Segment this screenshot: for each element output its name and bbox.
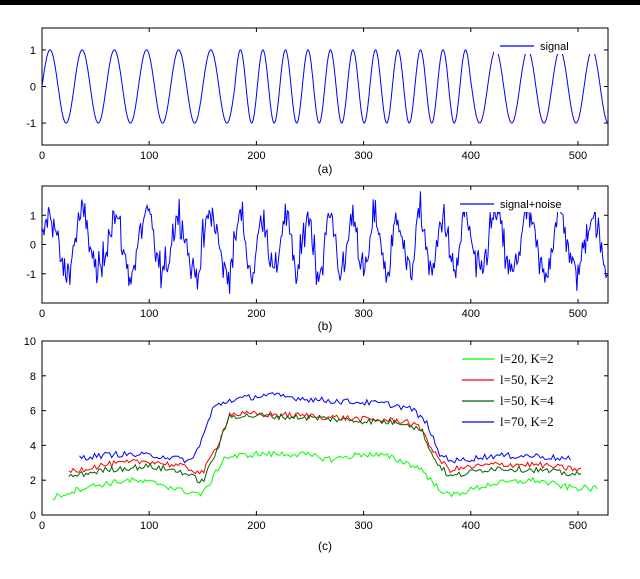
panel-b-legend: signal+noise [454,192,604,212]
legend-label: l=50, K=4 [500,393,554,408]
panel-b: 0 100 200 300 400 500 -1 0 1 signal+noise (b) [26,185,609,333]
y-tick-label: 0 [30,510,36,522]
x-tick-label: 0 [39,308,45,320]
x-tick-label: 200 [247,520,265,532]
y-tick-label: 2 [30,475,36,487]
series-line-l70-k2 [79,392,571,464]
legend-label: l=50, K=2 [500,372,554,387]
y-tick-label: 4 [30,440,36,452]
y-tick-label: 8 [30,371,36,383]
panel-c-caption: (c) [318,539,332,553]
panel-a: 0 100 200 300 400 500 -1 0 1 signal (a) [26,27,609,176]
panel-b-x-ticks: 0 100 200 300 400 500 [39,186,587,320]
series-line-l50-k2 [68,410,582,475]
y-tick-label: 0 [30,82,36,94]
series-line-l50-k4 [68,412,582,484]
x-tick-label: 500 [569,150,587,162]
x-tick-label: 400 [462,150,480,162]
legend-label: l=70, K=2 [500,414,554,429]
y-tick-label: -1 [26,269,36,281]
legend-label: signal+noise [500,199,561,211]
panel-b-caption: (b) [318,319,333,333]
x-tick-label: 200 [247,308,265,320]
x-tick-label: 300 [354,150,372,162]
x-tick-label: 100 [140,520,158,532]
y-tick-label: 0 [30,240,36,252]
series-line-l20-k2 [52,450,598,501]
x-tick-label: 200 [247,150,265,162]
y-tick-label: 10 [24,336,36,348]
y-tick-label: -1 [26,118,36,130]
top-rule [0,0,640,5]
x-tick-label: 400 [462,308,480,320]
panel-a-legend: signal [494,34,604,54]
x-tick-label: 300 [354,520,372,532]
x-tick-label: 500 [569,520,587,532]
x-tick-label: 300 [354,308,372,320]
panel-c-legend: l=20, K=2 l=50, K=2 l=50, K=4 l=70, K=2 [454,349,602,437]
x-tick-label: 100 [140,308,158,320]
panel-c-x-ticks: 0 100 200 300 400 500 [39,341,587,532]
panel-c-lines [52,392,598,501]
panel-b-y-ticks: -1 0 1 [26,210,608,281]
series-line-signal [42,49,608,124]
panel-a-x-ticks: 0 100 200 300 400 500 [39,28,587,162]
x-tick-label: 0 [39,150,45,162]
x-tick-label: 100 [140,150,158,162]
y-tick-label: 1 [30,210,36,222]
panel-a-caption: (a) [318,162,333,176]
legend-box [494,34,604,54]
series-line-signal-noise [42,191,608,294]
panel-b-lines [42,191,608,294]
y-tick-label: 6 [30,406,36,418]
panel-c-y-ticks: 0 2 4 6 8 10 [24,336,608,522]
legend-label: signal [540,41,569,53]
legend-label: l=20, K=2 [500,351,554,366]
y-tick-label: 1 [30,45,36,57]
x-tick-label: 0 [39,520,45,532]
legend-box [454,192,604,212]
x-tick-label: 500 [569,308,587,320]
panel-a-lines [42,49,608,124]
x-tick-label: 400 [462,520,480,532]
panel-c: 0 100 200 300 400 500 0 2 4 6 8 10 l=20, K=2 l=50, … [24,336,609,553]
